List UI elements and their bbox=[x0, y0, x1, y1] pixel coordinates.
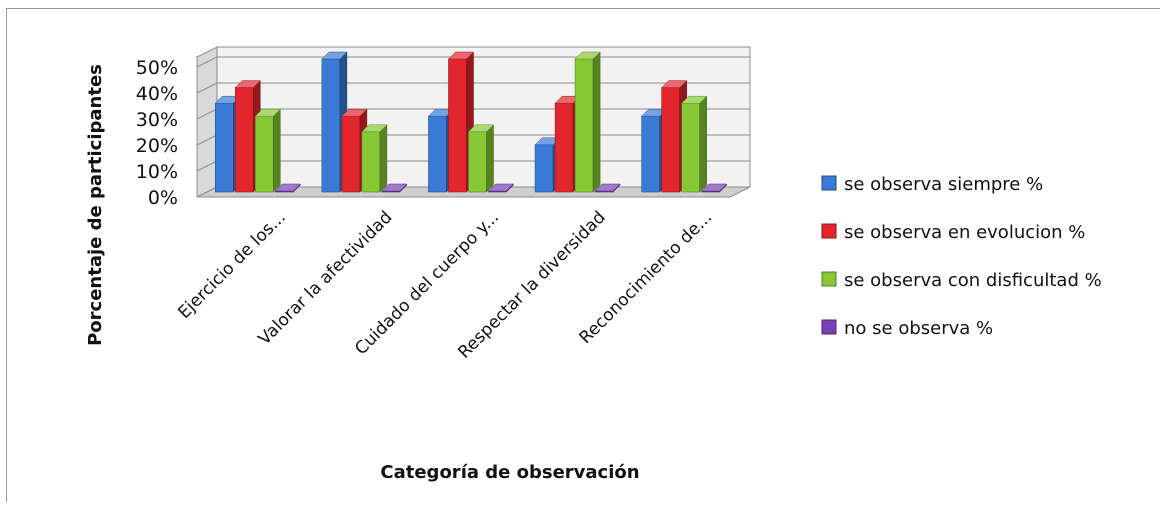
y-axis-title: Porcentaje de participantes bbox=[85, 64, 106, 346]
legend-item: se observa siempre % bbox=[821, 174, 1043, 195]
bar-side bbox=[486, 124, 494, 193]
y-tick-label: 40% bbox=[136, 83, 178, 105]
chart-frame bbox=[6, 8, 1160, 502]
bar-top bbox=[447, 51, 475, 60]
y-tick-label: 50% bbox=[136, 57, 178, 79]
bar-front bbox=[554, 102, 574, 193]
x-axis-title: Categoría de observación bbox=[380, 462, 639, 483]
gridline-side bbox=[196, 160, 218, 172]
y-ticks: 0% 10% 20% 30% 40% 50% bbox=[136, 57, 178, 209]
bar bbox=[487, 183, 515, 193]
x-category-label: Ejercicio de los... bbox=[174, 207, 290, 323]
bar bbox=[274, 183, 301, 193]
y-tick-label: 30% bbox=[136, 109, 178, 131]
bar-top bbox=[467, 124, 495, 133]
bar-front bbox=[321, 58, 341, 193]
bar bbox=[701, 183, 728, 193]
legend-swatch bbox=[821, 319, 837, 335]
bar bbox=[254, 108, 281, 193]
bar-top bbox=[341, 108, 368, 117]
gridline-side bbox=[196, 134, 218, 146]
bar-top bbox=[381, 183, 408, 192]
bar-front bbox=[661, 87, 681, 193]
bar bbox=[361, 124, 388, 193]
gridline-side bbox=[196, 82, 218, 94]
legend-swatch bbox=[821, 223, 837, 239]
bar-top bbox=[574, 51, 601, 60]
legend-label: se observa en evolucion % bbox=[844, 222, 1085, 243]
legend-item: no se observa % bbox=[821, 318, 993, 339]
x-category-labels: Ejercicio de los...Valorar la afectivida… bbox=[174, 207, 716, 362]
legend: se observa siempre % se observa en evoluc… bbox=[821, 174, 1102, 339]
bar-top bbox=[234, 80, 261, 88]
legend-item: se observa con disficultad % bbox=[821, 270, 1102, 291]
bar-front bbox=[681, 102, 701, 193]
bar-side bbox=[273, 108, 281, 193]
legend-swatch bbox=[821, 175, 837, 191]
bar-front bbox=[341, 115, 361, 193]
legend-label: se observa siempre % bbox=[844, 174, 1043, 195]
legend-label: se observa con disficultad % bbox=[844, 270, 1102, 291]
bar-top bbox=[361, 124, 388, 133]
bar-front bbox=[641, 115, 661, 193]
bar-top bbox=[487, 183, 515, 192]
bar-front bbox=[428, 115, 447, 193]
legend-item: se observa en evolucion % bbox=[821, 222, 1085, 243]
bar-front bbox=[361, 131, 381, 193]
bar-top bbox=[274, 183, 301, 192]
bar-top bbox=[321, 51, 348, 60]
bar bbox=[681, 95, 708, 193]
bar-front bbox=[255, 115, 274, 193]
bar-front bbox=[448, 58, 467, 193]
bar-side bbox=[592, 51, 601, 193]
bar-side bbox=[379, 124, 388, 193]
gridline-side bbox=[196, 108, 218, 120]
bar-top bbox=[701, 183, 728, 192]
bar bbox=[574, 51, 601, 193]
bar bbox=[467, 124, 495, 193]
bar-top bbox=[681, 95, 708, 104]
y-tick-label: 0% bbox=[148, 187, 178, 209]
bar bbox=[594, 183, 621, 193]
legend-label: no se observa % bbox=[844, 318, 993, 339]
bar-front bbox=[215, 102, 234, 193]
bar-top bbox=[594, 183, 621, 192]
bars-layer bbox=[214, 51, 728, 193]
bar-front bbox=[574, 58, 594, 193]
gridline-side bbox=[196, 56, 218, 68]
bar bbox=[381, 183, 408, 193]
bar-front bbox=[235, 87, 254, 193]
bar-front bbox=[468, 131, 487, 193]
side-wall bbox=[196, 46, 218, 198]
y-tick-label: 20% bbox=[136, 135, 178, 157]
bar-front bbox=[534, 144, 554, 193]
y-tick-label: 10% bbox=[136, 161, 178, 183]
legend-swatch bbox=[821, 271, 837, 287]
bar-top bbox=[254, 108, 281, 117]
bar-top bbox=[661, 80, 688, 88]
bar-side bbox=[699, 95, 707, 193]
